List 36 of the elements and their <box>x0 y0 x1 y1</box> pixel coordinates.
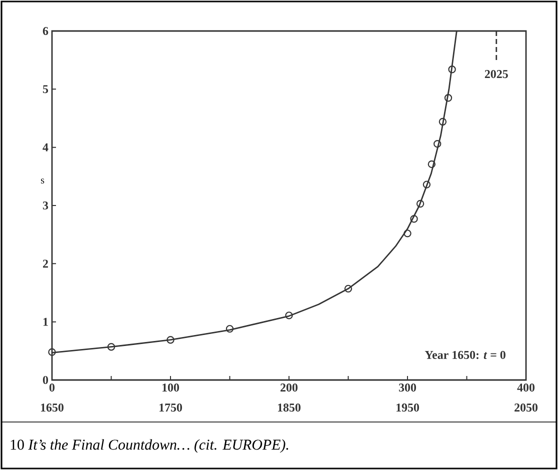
y-tick-label: 4 <box>42 143 48 152</box>
ref-line-label: 2025 <box>484 70 508 78</box>
point <box>226 324 234 333</box>
point <box>166 336 174 344</box>
point <box>416 200 424 208</box>
x-tick-label: 300 <box>398 384 416 392</box>
point <box>444 94 452 102</box>
x2-tick-label: 1650 <box>41 404 64 412</box>
x2-tick-label: 1950 <box>396 404 419 412</box>
x2-tick-label: 2050 <box>514 404 538 412</box>
point <box>48 348 56 356</box>
y-tick-label: 1 <box>43 318 48 326</box>
x-tick-label: 400 <box>517 384 535 392</box>
point <box>404 230 412 238</box>
y-tick-label: 2 <box>43 260 48 268</box>
point <box>107 342 116 351</box>
text: 10 It’s the Final Countdown… (cit. EUROPE). <box>10 439 288 453</box>
point <box>438 118 447 126</box>
y-tick-label: 3 <box>42 201 48 210</box>
point <box>410 215 418 223</box>
x2-tick-label: 1750 <box>160 404 182 412</box>
y-tick-label: 5 <box>42 85 48 94</box>
y-tick-label: 6 <box>42 26 48 36</box>
x-tick-label: 200 <box>280 384 298 392</box>
point <box>285 312 293 320</box>
annotation: Year 1650: t = 0 <box>424 350 506 360</box>
point <box>422 180 431 188</box>
x-tick-label: 100 <box>162 384 180 392</box>
point <box>428 160 436 168</box>
x-tick-label: 0 <box>49 384 55 392</box>
point <box>448 66 456 74</box>
y-tick-label: 0 <box>42 376 48 384</box>
point <box>434 140 442 148</box>
x2-tick-label: 1850 <box>278 404 300 412</box>
y-axis-title: s <box>41 178 44 184</box>
point <box>344 284 352 293</box>
